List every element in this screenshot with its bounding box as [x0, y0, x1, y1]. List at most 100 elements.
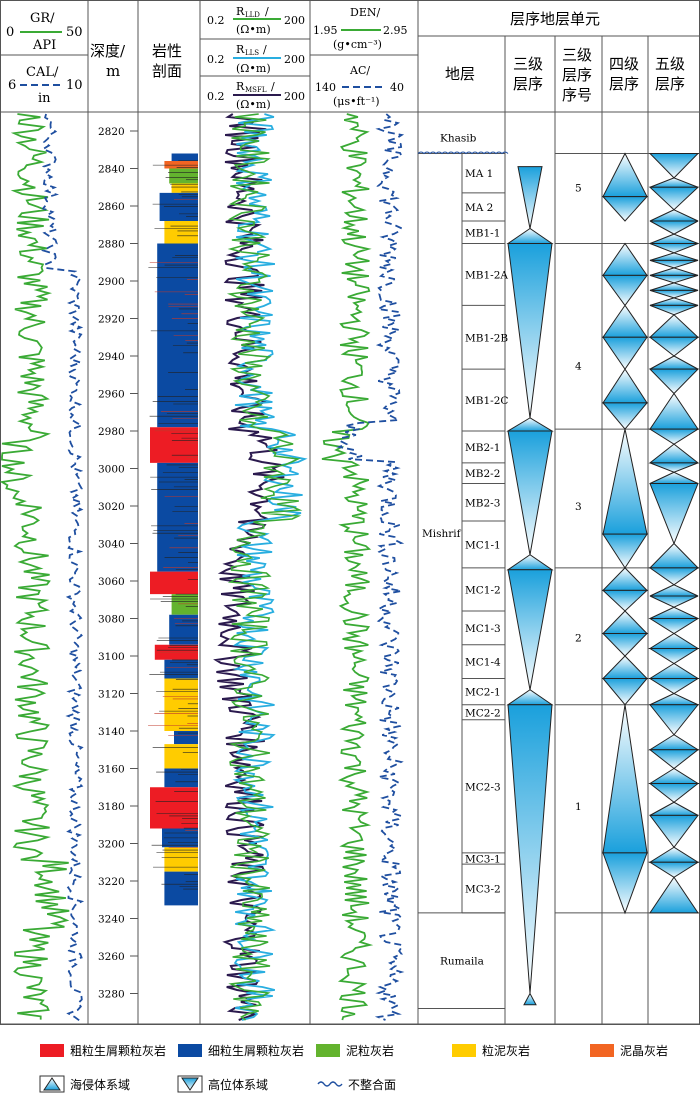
- litho-label-2: 剖面: [152, 62, 182, 80]
- ac-curve: [336, 113, 405, 1021]
- den-max: 2.95: [383, 24, 408, 37]
- unit-label: MB1-1: [465, 227, 500, 239]
- rlls-unit: (Ω•m): [236, 62, 271, 75]
- cal-min: 6: [8, 78, 16, 93]
- third-order-number: 3: [575, 501, 582, 513]
- fifth-order-2: 层序: [655, 75, 685, 93]
- hst-triangle: [601, 633, 649, 657]
- unit-label: MC1-4: [465, 657, 501, 669]
- hst-triangle: [648, 648, 700, 665]
- tst-triangle: [649, 471, 699, 484]
- depth-tick-label: 3240: [98, 914, 125, 926]
- hst-triangle: [648, 368, 700, 395]
- tst-triangle: [602, 304, 648, 338]
- lithology-band: [154, 644, 198, 660]
- tst-triangle: [649, 355, 699, 370]
- tst-triangle: [523, 992, 537, 1006]
- lithology-band: [164, 871, 198, 906]
- depth-tick-label: 3100: [98, 651, 125, 663]
- lithology-band: [164, 659, 198, 679]
- tst-triangle: [602, 368, 648, 404]
- tst-triangle: [648, 542, 700, 569]
- rlls-max: 200: [284, 53, 305, 66]
- third-order-2: 层序: [513, 75, 543, 93]
- legend-swatch: [40, 1044, 64, 1057]
- rmsfl-unit: (Ω•m): [236, 98, 271, 111]
- tst-triangle: [506, 417, 554, 432]
- lithology-band: [150, 787, 198, 829]
- lithology-band: [164, 744, 198, 769]
- sequence-triangles: 5 4 3 2 1: [506, 152, 700, 1006]
- gr-label: GR/: [30, 11, 55, 26]
- hst-triangle: [601, 196, 649, 222]
- lithology-band: [164, 847, 198, 872]
- tst-triangle: [649, 692, 699, 706]
- rmsfl-max: 200: [284, 90, 305, 103]
- depth-tick-label: 2900: [98, 276, 125, 288]
- depth-tick-label: 3160: [98, 764, 125, 776]
- depth-tick-label: 3200: [98, 839, 125, 851]
- ac-unit: (μs•ft⁻¹): [333, 95, 380, 108]
- tst-triangle: [649, 209, 699, 222]
- svg-text:/: /: [265, 5, 269, 18]
- depth-tick-label: 3020: [98, 501, 125, 513]
- wavy-line-icon: [317, 1081, 343, 1087]
- tst-triangle: [601, 655, 649, 679]
- tst-triangle: [648, 734, 700, 751]
- rlls-label: R: [236, 43, 245, 56]
- gr-max: 50: [66, 25, 83, 40]
- hst-triangle: [602, 852, 648, 915]
- gr-min: 0: [6, 25, 14, 40]
- den-curve: [321, 113, 374, 1021]
- legend-swatch: [316, 1044, 340, 1057]
- hst-triangle: [649, 274, 699, 284]
- tst-triangle: [648, 632, 700, 649]
- third-order-number: 4: [575, 360, 582, 372]
- tst-triangle: [506, 554, 554, 571]
- rlld-sub: LLD: [245, 11, 260, 19]
- seq-title: 层序地层单元: [510, 10, 600, 28]
- hst-triangle: [648, 814, 700, 849]
- cal-unit: in: [38, 91, 51, 106]
- tst-triangle: [649, 177, 699, 188]
- lithology-band: [164, 221, 198, 244]
- legend-label: 泥晶灰岩: [620, 1043, 668, 1058]
- gr-curve: [0, 113, 70, 1020]
- tst-triangle: [649, 392, 699, 430]
- hst-triangle: [649, 462, 699, 473]
- formation-label: Rumaila: [440, 956, 484, 968]
- lithology-band: [169, 614, 198, 645]
- unit-label: MA 1: [465, 168, 493, 180]
- hst-triangle: [602, 533, 648, 569]
- tst-triangle: [649, 801, 699, 816]
- hst-triangle: [649, 304, 699, 316]
- tst-triangle: [648, 767, 700, 784]
- unit-label: MB1-2B: [465, 332, 508, 344]
- legend-label: 泥粒灰岩: [346, 1043, 394, 1058]
- tst-triangle: [649, 606, 699, 619]
- depth-tick-label: 3260: [98, 951, 125, 963]
- rmsfl-sub: MSFL: [245, 86, 267, 94]
- third-no-1: 三级: [562, 46, 592, 64]
- lithology-band: [171, 153, 198, 161]
- log-curves: [0, 113, 405, 1022]
- lithology-band: [164, 678, 198, 731]
- unit-label: MC2-2: [465, 707, 501, 719]
- lithology-band: [157, 243, 198, 428]
- legend-swatch: [178, 1044, 202, 1057]
- third-no-2: 层序: [562, 66, 592, 84]
- hst-triangle: [649, 259, 699, 269]
- hst-triangle: [648, 678, 700, 695]
- tst-triangle: [648, 314, 700, 338]
- tst-triangle: [648, 846, 700, 863]
- tst-triangle: [506, 689, 554, 706]
- ac-label: AC/: [349, 64, 370, 77]
- hst-triangle: [507, 430, 553, 555]
- strata-column: Khasib Mishrif Rumaila MA 1 MA 2 MB1-1 MB1-2A M…: [417, 133, 508, 1009]
- hst-triangle: [601, 402, 649, 430]
- rlld-min: 0.2: [207, 14, 225, 27]
- strata-label: 地层: [445, 65, 475, 83]
- depth-tick-label: 3000: [98, 464, 125, 476]
